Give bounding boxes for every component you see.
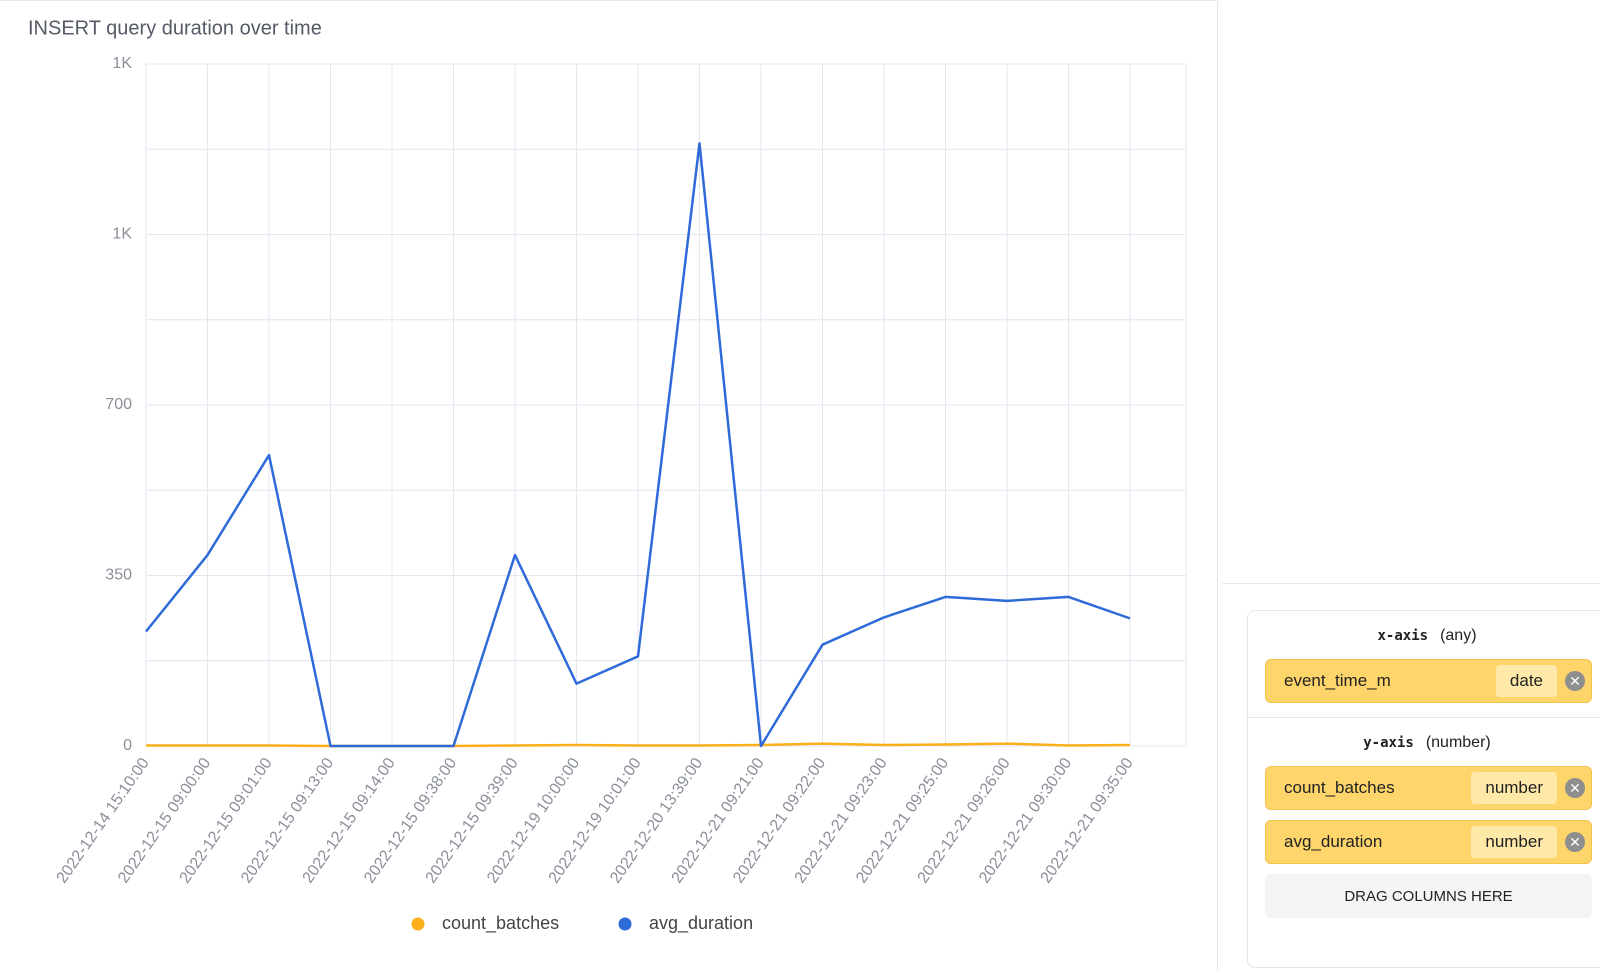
chart-title: INSERT query duration over time — [28, 17, 322, 39]
y-tick-label: 1K — [112, 55, 132, 72]
y-tick-label: 0 — [123, 737, 132, 754]
x-axis-title: x-axis — [1377, 628, 1429, 644]
legend-marker — [411, 917, 425, 931]
column-pill[interactable]: count_batches number ✕ — [1265, 766, 1592, 810]
data-line — [145, 142, 1131, 748]
chart-card: INSERT query duration over time 0 350 700 1… — [0, 0, 1218, 971]
y-tick-label: 350 — [105, 567, 132, 584]
column-name: count_batches — [1284, 778, 1395, 797]
axis-panel: x-axis (any) event_time_m date ✕ y-axis (num… — [1247, 610, 1600, 968]
x-axis-hint: (any) — [1440, 627, 1477, 644]
drop-zone[interactable]: DRAG COLUMNS HERE — [1265, 874, 1592, 918]
column-type[interactable]: number — [1471, 772, 1557, 804]
legend-marker — [618, 917, 632, 931]
x-axis-header: x-axis (any) — [1248, 627, 1600, 645]
legend-label: avg_duration — [649, 913, 753, 934]
y-axis-hint: (number) — [1425, 734, 1491, 751]
divider — [1248, 717, 1600, 718]
y-tick-label: 700 — [105, 396, 132, 413]
column-type[interactable]: number — [1471, 826, 1557, 858]
legend-label: count_batches — [442, 913, 559, 934]
separator — [1222, 583, 1600, 584]
remove-button[interactable]: ✕ — [1565, 671, 1585, 691]
data-line — [146, 742, 1131, 748]
y-axis-header: y-axis (number) — [1248, 734, 1600, 752]
chart: INSERT query duration over time 0 350 700 1… — [28, 17, 1187, 934]
y-tick-label: 1K — [112, 226, 132, 243]
y-axis-title: y-axis — [1363, 735, 1414, 751]
column-pill[interactable]: avg_duration number ✕ — [1265, 820, 1592, 864]
remove-button[interactable]: ✕ — [1565, 778, 1585, 798]
remove-button[interactable]: ✕ — [1565, 832, 1585, 852]
column-type[interactable]: date — [1495, 665, 1557, 697]
column-pill[interactable]: event_time_m date ✕ — [1265, 659, 1592, 703]
column-name: avg_duration — [1284, 832, 1383, 851]
column-name: event_time_m — [1284, 671, 1391, 690]
